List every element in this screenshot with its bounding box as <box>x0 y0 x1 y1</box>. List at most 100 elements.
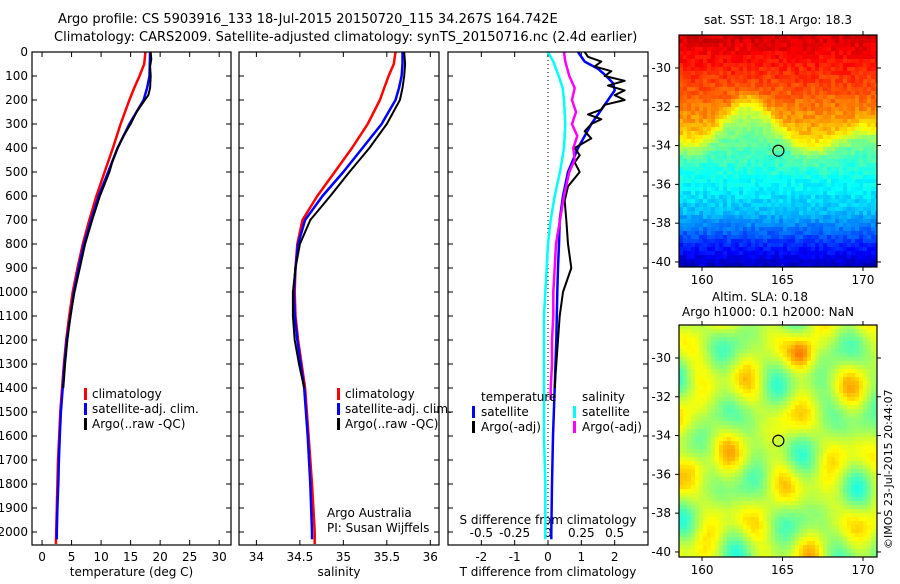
y-tick-label: 900 <box>5 261 28 275</box>
y-tick-label: 1900 <box>0 501 28 515</box>
plot-frame <box>448 52 648 545</box>
y-tick-label: 1600 <box>0 429 28 443</box>
y-tick-label: 1200 <box>0 333 28 347</box>
lon-tick-label: 170 <box>852 273 875 287</box>
x-tick-label: 34 <box>249 550 264 564</box>
x-tick-label: 0 <box>38 550 46 564</box>
x-tick-label: 25 <box>182 550 197 564</box>
y-tick-label: 1500 <box>0 405 28 419</box>
legend-label: satellite-adj. clim. <box>345 402 452 416</box>
series-line-argo-raw-qc- <box>293 52 405 388</box>
figure-title-line2: Climatology: CARS2009. Satellite-adjuste… <box>54 30 637 45</box>
series-line-satellite-adj-clim- <box>57 52 150 539</box>
plot-frame <box>32 52 231 545</box>
map-title: sat. SST: 18.1 Argo: 18.3 <box>704 13 852 27</box>
y-tick-label: 700 <box>5 213 28 227</box>
lat-tick-label: -30 <box>651 351 671 365</box>
s-axis-label: S difference from climatology <box>460 513 637 527</box>
legend-label: Argo(..raw -QC) <box>345 417 438 431</box>
y-tick-label: 500 <box>5 165 28 179</box>
y-tick-label: 2000 <box>0 525 28 539</box>
s-tick-label: -0.5 <box>470 526 493 540</box>
y-tick-label: 0 <box>20 45 28 59</box>
x-axis-label: temperature (deg C) <box>70 565 193 579</box>
annotation-text: PI: Susan Wijffels <box>327 521 429 535</box>
legend-swatch <box>573 421 576 433</box>
x-tick-label: 2 <box>611 550 619 564</box>
lon-tick-label: 160 <box>691 273 714 287</box>
legend-label: Argo(..raw -QC) <box>92 417 185 431</box>
lat-tick-label: -36 <box>651 467 671 481</box>
x-tick-label: 20 <box>152 550 167 564</box>
x-tick-label: 34.5 <box>287 550 314 564</box>
lon-tick-label: 170 <box>852 563 875 577</box>
figure-title-line1: Argo profile: CS 5903916_133 18-Jul-2015… <box>58 12 558 27</box>
legend-swatch <box>84 388 87 400</box>
y-tick-label: 1700 <box>0 453 28 467</box>
legend-swatch <box>337 388 340 400</box>
y-tick-label: 1400 <box>0 381 28 395</box>
y-tick-label: 1100 <box>0 309 28 323</box>
lat-tick-label: -36 <box>651 177 671 191</box>
map-field-sst <box>679 35 877 267</box>
x-tick-label: 35 <box>336 550 351 564</box>
lat-tick-label: -32 <box>651 100 671 114</box>
series-line-t-satellite <box>551 52 614 539</box>
series-line-climatology <box>56 52 145 544</box>
lat-tick-label: -34 <box>651 139 671 153</box>
legend-label: Argo(-adj) <box>481 420 541 434</box>
legend-title: salinity <box>582 390 625 404</box>
x-tick-label: 10 <box>93 550 108 564</box>
lat-tick-label: -30 <box>651 61 671 75</box>
lon-tick-label: 165 <box>771 273 794 287</box>
panel-salinity: 34 34.5 35 35.5 36 salinity climatologysatelli… <box>239 52 452 579</box>
plot-frame <box>239 52 439 545</box>
legend-label: climatology <box>345 387 415 401</box>
lat-tick-label: -34 <box>651 429 671 443</box>
y-tick-label: 200 <box>5 93 28 107</box>
lat-tick-label: -38 <box>651 216 671 230</box>
y-tick-label: 1300 <box>0 357 28 371</box>
x-tick-label: -1 <box>509 550 521 564</box>
x-tick-label: 35.5 <box>373 550 400 564</box>
legend-label: satellite-adj. clim. <box>92 402 199 416</box>
y-tick-label: 800 <box>5 237 28 251</box>
y-tick-label: 1000 <box>0 285 28 299</box>
s-tick-label: 0.5 <box>605 526 624 540</box>
legend-swatch <box>472 421 475 433</box>
legend-swatch <box>337 418 340 430</box>
x-tick-label: 30 <box>212 550 227 564</box>
y-tick-label: 400 <box>5 141 28 155</box>
map-subtitle: Argo h1000: 0.1 h2000: NaN <box>682 305 854 319</box>
s-tick-label: 0.25 <box>568 526 595 540</box>
x-tick-label: -2 <box>475 550 487 564</box>
legend-title: temperature <box>481 390 556 404</box>
map-field-sla <box>679 325 877 557</box>
x-axis-label: salinity <box>317 565 360 579</box>
y-tick-label: 100 <box>5 69 28 83</box>
lon-tick-label: 160 <box>691 563 714 577</box>
credit-label: ©IMOS 23-Jul-2015 20:44:07 <box>882 389 895 549</box>
legend-swatch <box>573 406 576 418</box>
x-tick-label: 5 <box>68 550 76 564</box>
lat-tick-label: -32 <box>651 390 671 404</box>
x-tick-label: 15 <box>123 550 138 564</box>
lon-tick-label: 165 <box>771 563 794 577</box>
y-tick-label: 300 <box>5 117 28 131</box>
legend-label: Argo(-adj) <box>582 420 642 434</box>
legend-label: satellite <box>481 405 529 419</box>
y-tick-label: 600 <box>5 189 28 203</box>
legend-swatch <box>337 403 340 415</box>
legend-label: satellite <box>582 405 630 419</box>
s-tick-label: -0.25 <box>499 526 530 540</box>
x-axis-label: T difference from climatology <box>459 565 637 579</box>
legend-swatch <box>472 406 475 418</box>
y-tick-label: 1800 <box>0 477 28 491</box>
map-title: Altim. SLA: 0.18 <box>712 290 808 304</box>
legend-swatch <box>84 418 87 430</box>
x-tick-label: 36 <box>423 550 438 564</box>
